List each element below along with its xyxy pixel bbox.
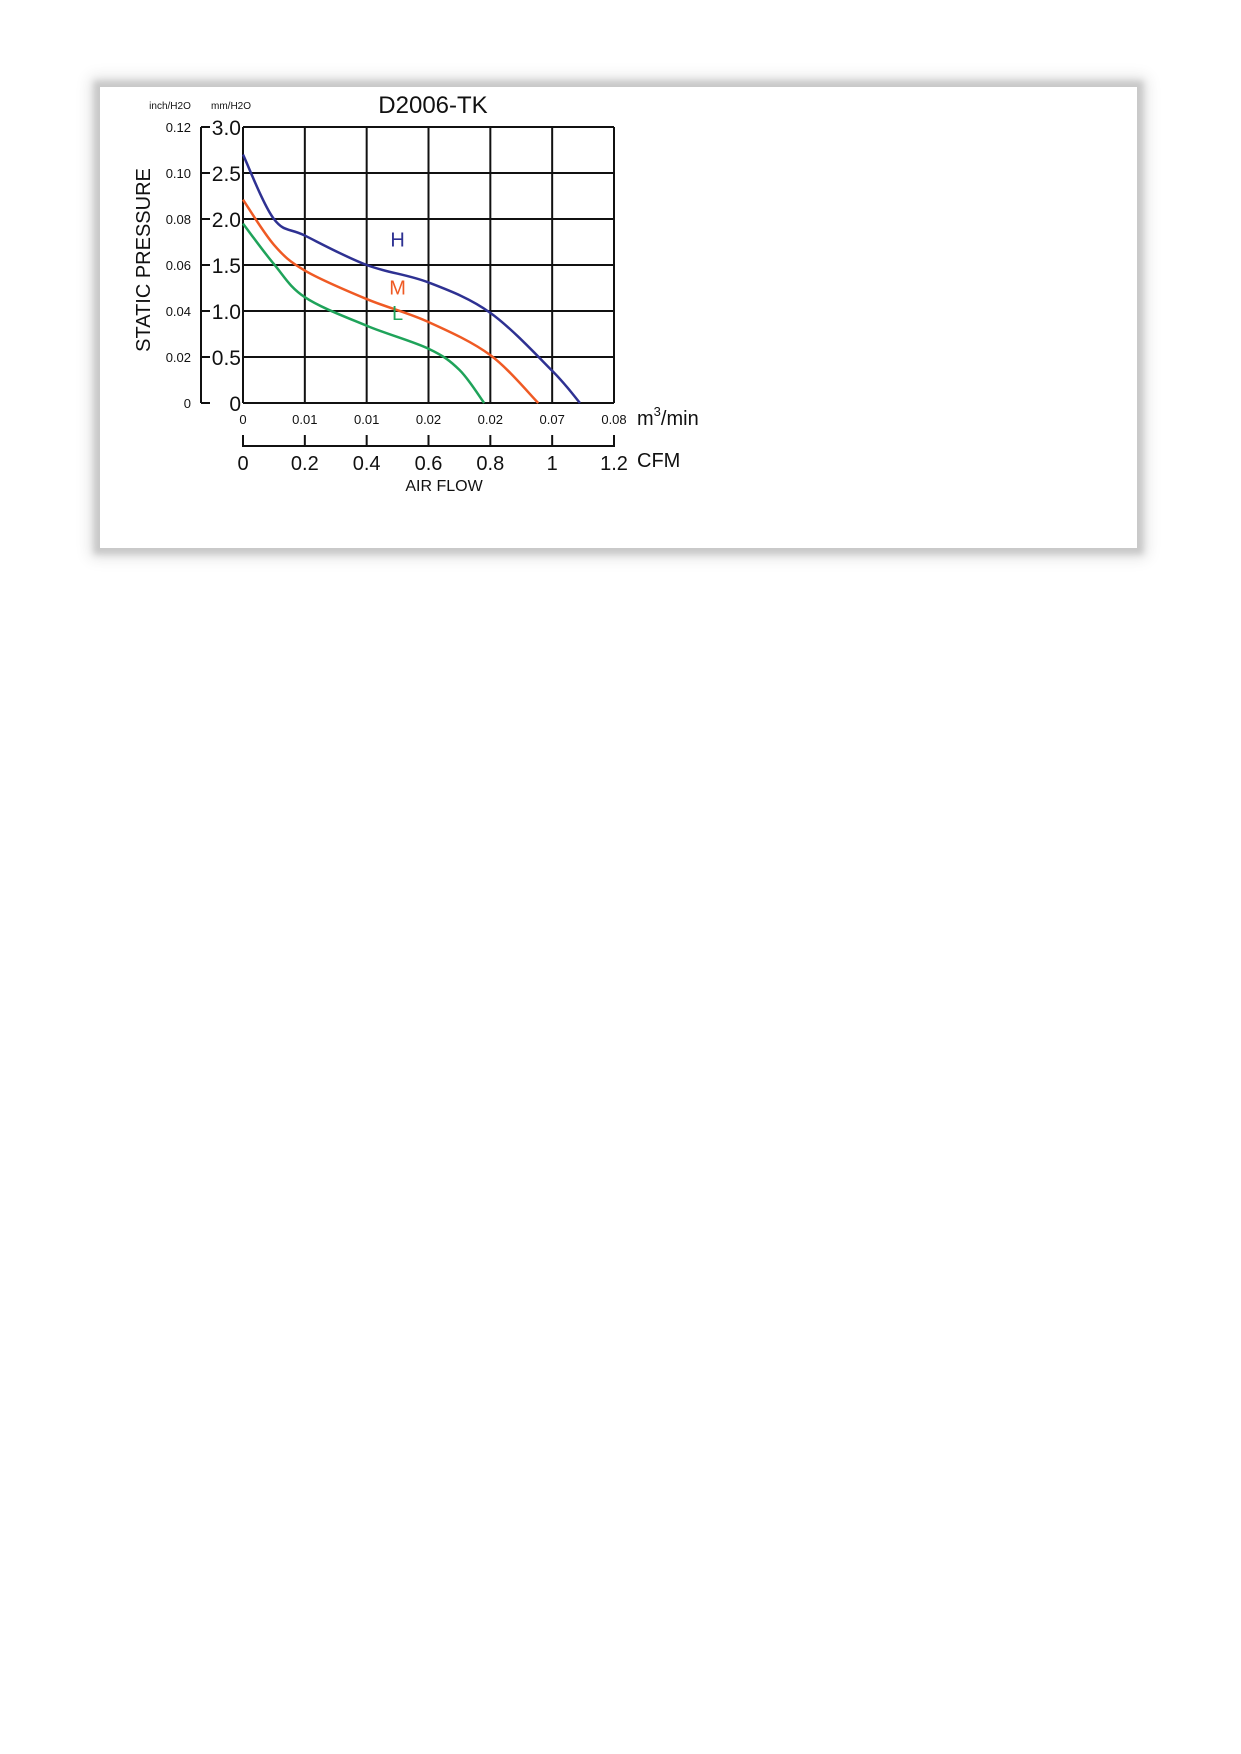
y-secondary-tick-label: 0 bbox=[184, 396, 191, 411]
x-primary-tick-label: 0.4 bbox=[353, 453, 381, 475]
y-primary-tick-label: 1.0 bbox=[212, 301, 241, 324]
x-primary-tick-label: 0.8 bbox=[476, 453, 504, 475]
series-label-l: L bbox=[392, 303, 403, 325]
y-secondary-unit: inch/H2O bbox=[149, 101, 191, 112]
x-secondary-tick-label: 0.01 bbox=[292, 412, 317, 427]
x-secondary-tick-label: 0 bbox=[239, 412, 246, 427]
x-secondary-tick-label: 0.07 bbox=[540, 412, 565, 427]
x-primary-tick-label: 0.2 bbox=[291, 453, 319, 475]
y-primary-tick-label: 0 bbox=[229, 393, 241, 416]
y-secondary-tick-label: 0.04 bbox=[166, 304, 191, 319]
x-primary-tick-label: 0.6 bbox=[415, 453, 443, 475]
x-secondary-tick-label: 0.01 bbox=[354, 412, 379, 427]
x-primary-tick-label: 1.2 bbox=[600, 453, 628, 475]
y-primary-tick-label: 2.0 bbox=[212, 209, 241, 232]
x-secondary-unit: m3/min bbox=[637, 404, 699, 430]
y-secondary-tick-label: 0.08 bbox=[166, 212, 191, 227]
y-secondary-tick-label: 0.02 bbox=[166, 350, 191, 365]
chart-title: D2006-TK bbox=[378, 92, 487, 119]
series-line-m bbox=[241, 198, 540, 404]
chart-panel bbox=[100, 87, 1137, 548]
x-secondary-tick-label: 0.02 bbox=[478, 412, 503, 427]
x-primary-tick-label: 0 bbox=[237, 453, 248, 475]
y-primary-unit: mm/H2O bbox=[211, 101, 251, 112]
y-primary-tick-label: 1.5 bbox=[212, 255, 241, 278]
x-axis-title: AIR FLOW bbox=[405, 478, 483, 495]
series-label-m: M bbox=[389, 277, 406, 299]
y-secondary-tick-label: 0.12 bbox=[166, 120, 191, 135]
y-primary-tick-label: 3.0 bbox=[212, 117, 241, 140]
series-line-l bbox=[242, 222, 486, 404]
y-primary-tick-label: 2.5 bbox=[212, 163, 241, 186]
x-primary-tick-label: 1 bbox=[547, 453, 558, 475]
series-label-h: H bbox=[390, 230, 404, 252]
y-secondary-tick-label: 0.10 bbox=[166, 166, 191, 181]
y-axis-title: STATIC PRESSURE bbox=[133, 168, 155, 352]
x-primary-unit: CFM bbox=[637, 450, 680, 472]
y-primary-tick-label: 0.5 bbox=[212, 347, 241, 370]
x-secondary-tick-label: 0.08 bbox=[601, 412, 626, 427]
y-secondary-tick-label: 0.06 bbox=[166, 258, 191, 273]
x-secondary-tick-label: 0.02 bbox=[416, 412, 441, 427]
series-line-h bbox=[241, 154, 581, 404]
